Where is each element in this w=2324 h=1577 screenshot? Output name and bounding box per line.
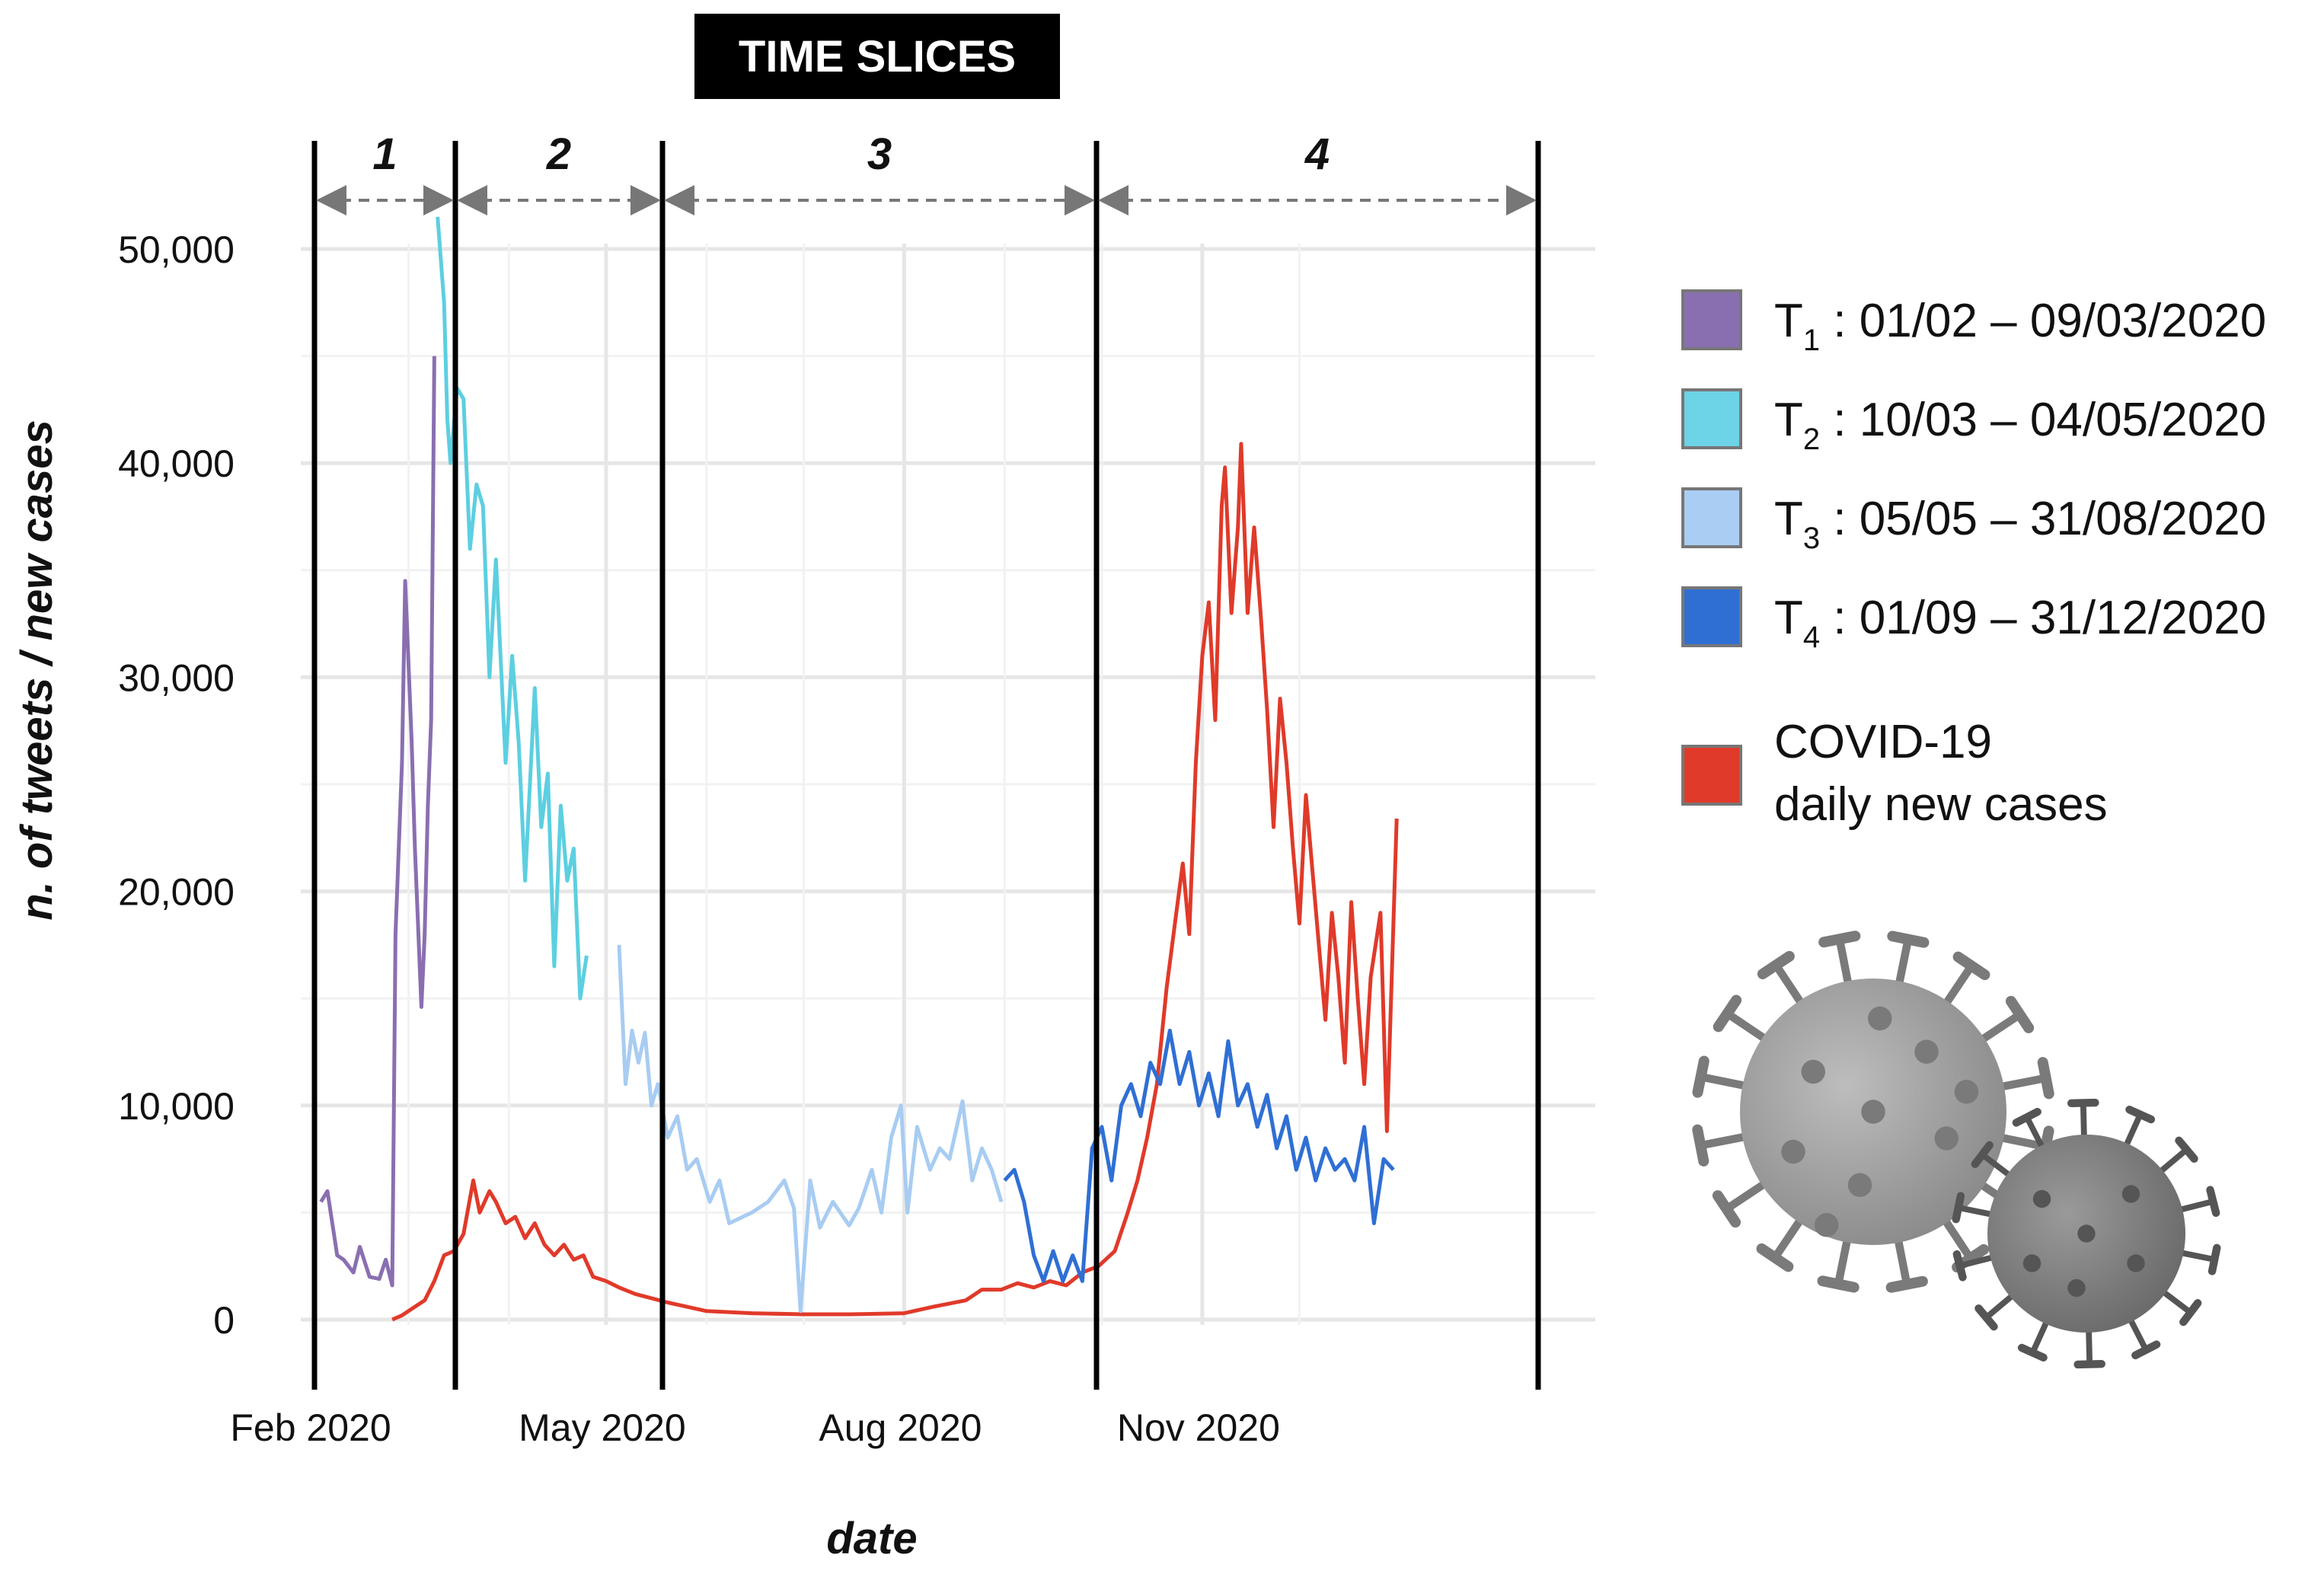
legend-label: T3 : 05/05 – 31/08/2020 xyxy=(1774,493,2266,555)
virus-spike-head xyxy=(1952,1250,1967,1282)
virus-node xyxy=(1781,1139,1805,1164)
virus-spike-head xyxy=(2131,1340,2161,1360)
y-tick-label: 30,000 xyxy=(118,656,235,699)
series-line-3 xyxy=(617,944,1004,1314)
virus-spike-head xyxy=(1885,1275,1928,1293)
virus-spike-head xyxy=(1712,1190,1741,1228)
legend-swatch xyxy=(1681,388,1742,449)
virus-spike-head xyxy=(2207,1243,2221,1275)
virus-spike-head xyxy=(2206,1186,2220,1218)
x-tick-label: Feb 2020 xyxy=(230,1406,391,1449)
virus-spike-head xyxy=(1692,1124,1709,1167)
virus-spike-head xyxy=(2037,1057,2054,1100)
virus-node xyxy=(2077,1224,2096,1243)
legend-label: T1 : 01/02 – 09/03/2020 xyxy=(1774,295,2266,357)
virus-spike-head xyxy=(2073,1359,2105,1369)
time-slices: 1 2 3 4 xyxy=(311,129,1541,1390)
virus-node xyxy=(1847,1173,1872,1197)
virus-spike-head xyxy=(1887,931,1930,948)
y-tick-label: 50,000 xyxy=(118,228,235,271)
virus-spike-head xyxy=(1713,994,1742,1033)
virus-spike-head xyxy=(1974,1304,1998,1331)
virus-node xyxy=(1914,1039,1939,1064)
virus-spike-head xyxy=(1952,951,1990,981)
virus-node xyxy=(1954,1080,1979,1104)
legend-label-covid-line2: daily new cases xyxy=(1774,778,2108,831)
legend: T1 : 01/02 – 09/03/2020 T2 : 10/03 – 04/0… xyxy=(1681,289,2266,831)
virus-spike-head xyxy=(1971,1141,1994,1168)
legend-swatch-covid xyxy=(1681,745,1742,806)
legend-label: T4 : 01/09 – 31/12/2020 xyxy=(1774,592,2266,654)
virus-illustration xyxy=(1692,931,2221,1369)
virus-spike-head xyxy=(2017,1343,2048,1362)
virus-spike-head xyxy=(2012,1107,2041,1127)
legend-label-covid-line1: COVID-19 xyxy=(1774,716,1992,768)
slice-number: 3 xyxy=(867,129,892,179)
virus-node xyxy=(2067,1279,2086,1298)
virus-node xyxy=(1861,1100,1885,1124)
virus-node xyxy=(1934,1126,1958,1151)
virus-spike-head xyxy=(2175,1136,2198,1163)
legend-swatch xyxy=(1681,487,1742,548)
virus-spike-head xyxy=(2125,1105,2156,1124)
legend-label: T2 : 10/03 – 04/05/2020 xyxy=(1774,394,2266,456)
virus-spike-head xyxy=(1757,950,1795,980)
y-tick-label: 40,000 xyxy=(118,442,235,485)
series-line-4 xyxy=(1003,1028,1395,1283)
virus-node xyxy=(2127,1254,2145,1272)
series-line-1 xyxy=(319,356,436,1288)
y-tick-label: 10,000 xyxy=(118,1085,235,1128)
series-line-5 xyxy=(391,442,1399,1322)
x-tick-label: May 2020 xyxy=(519,1406,686,1449)
virus-node xyxy=(1868,1006,1892,1031)
x-axis-title: date xyxy=(826,1514,917,1563)
virus-node xyxy=(1801,1059,1825,1084)
x-tick-label: Nov 2020 xyxy=(1117,1406,1280,1449)
virus-spike-head xyxy=(1756,1243,1794,1272)
virus-spike-head xyxy=(1818,931,1861,948)
slice-number: 2 xyxy=(546,129,571,179)
virus-node xyxy=(1815,1213,1839,1237)
virus-spike-head xyxy=(1817,1275,1860,1293)
slice-number: 4 xyxy=(1304,129,1330,179)
series-line-2 xyxy=(436,216,589,1001)
virus-particle xyxy=(1952,1098,2221,1369)
legend-swatch xyxy=(1681,586,1742,647)
y-tick-label: 20,000 xyxy=(118,871,235,914)
grid xyxy=(301,244,1595,1325)
y-axis-title: n. of tweets / new cases xyxy=(12,420,62,921)
title-banner xyxy=(694,14,1060,99)
x-tick-label: Aug 2020 xyxy=(819,1406,982,1449)
virus-node xyxy=(2032,1189,2051,1208)
virus-spike-head xyxy=(1692,1055,1709,1098)
series-layer xyxy=(319,216,1399,1322)
slice-number: 1 xyxy=(372,129,397,179)
legend-swatch xyxy=(1681,289,1742,350)
virus-spike-head xyxy=(2179,1299,2202,1326)
y-tick-labels: 0 10,000 20,000 30,000 40,000 50,000 xyxy=(118,228,235,1342)
chart-title: TIME SLICES xyxy=(739,32,1016,81)
y-tick-label: 0 xyxy=(213,1299,235,1342)
virus-spike-head xyxy=(2005,995,2035,1033)
x-tick-labels: Feb 2020 May 2020 Aug 2020 Nov 2020 xyxy=(230,1406,1280,1449)
virus-spike-head xyxy=(1952,1192,1965,1224)
virus-node xyxy=(2022,1254,2041,1272)
virus-node xyxy=(2121,1185,2140,1203)
